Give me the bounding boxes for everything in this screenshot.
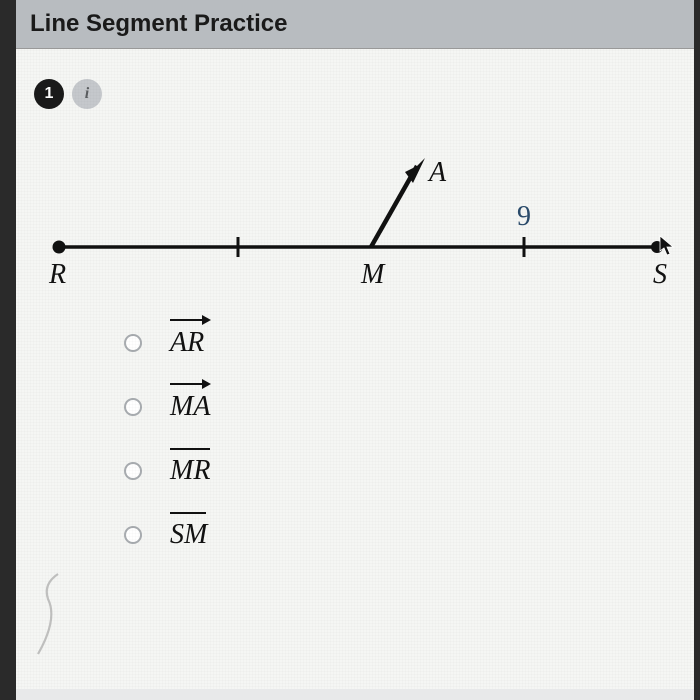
diagram-svg — [35, 127, 675, 307]
option-label: MR — [170, 455, 230, 487]
option-label: AR — [170, 327, 230, 359]
question-badges: 1 i — [34, 79, 676, 109]
point-label-R: R — [49, 259, 66, 291]
option-row[interactable]: MR — [124, 455, 676, 487]
segment-length-label: 9 — [517, 201, 531, 233]
option-row[interactable]: SM — [124, 519, 676, 551]
point-label-A: A — [429, 157, 446, 189]
header-bar: Line Segment Practice — [16, 0, 694, 49]
answer-options: AR MA MR SM — [34, 327, 676, 551]
app-screen: Line Segment Practice 1 i R — [16, 0, 694, 700]
radio-button[interactable] — [124, 398, 142, 416]
cursor-icon — [659, 235, 677, 257]
option-row[interactable]: AR — [124, 327, 676, 359]
point-label-M: M — [361, 259, 384, 291]
question-number-badge: 1 — [34, 79, 64, 109]
option-row[interactable]: MA — [124, 391, 676, 423]
pencil-scribble — [28, 569, 88, 659]
line-segment-diagram: R M S A 9 — [35, 127, 675, 307]
info-icon[interactable]: i — [72, 79, 102, 109]
page-title: Line Segment Practice — [30, 10, 680, 38]
radio-button[interactable] — [124, 462, 142, 480]
question-content: 1 i R M S A 9 — [16, 49, 694, 689]
option-label: MA — [170, 391, 230, 423]
point-label-S: S — [653, 259, 667, 291]
option-label: SM — [170, 519, 230, 551]
radio-button[interactable] — [124, 334, 142, 352]
radio-button[interactable] — [124, 526, 142, 544]
